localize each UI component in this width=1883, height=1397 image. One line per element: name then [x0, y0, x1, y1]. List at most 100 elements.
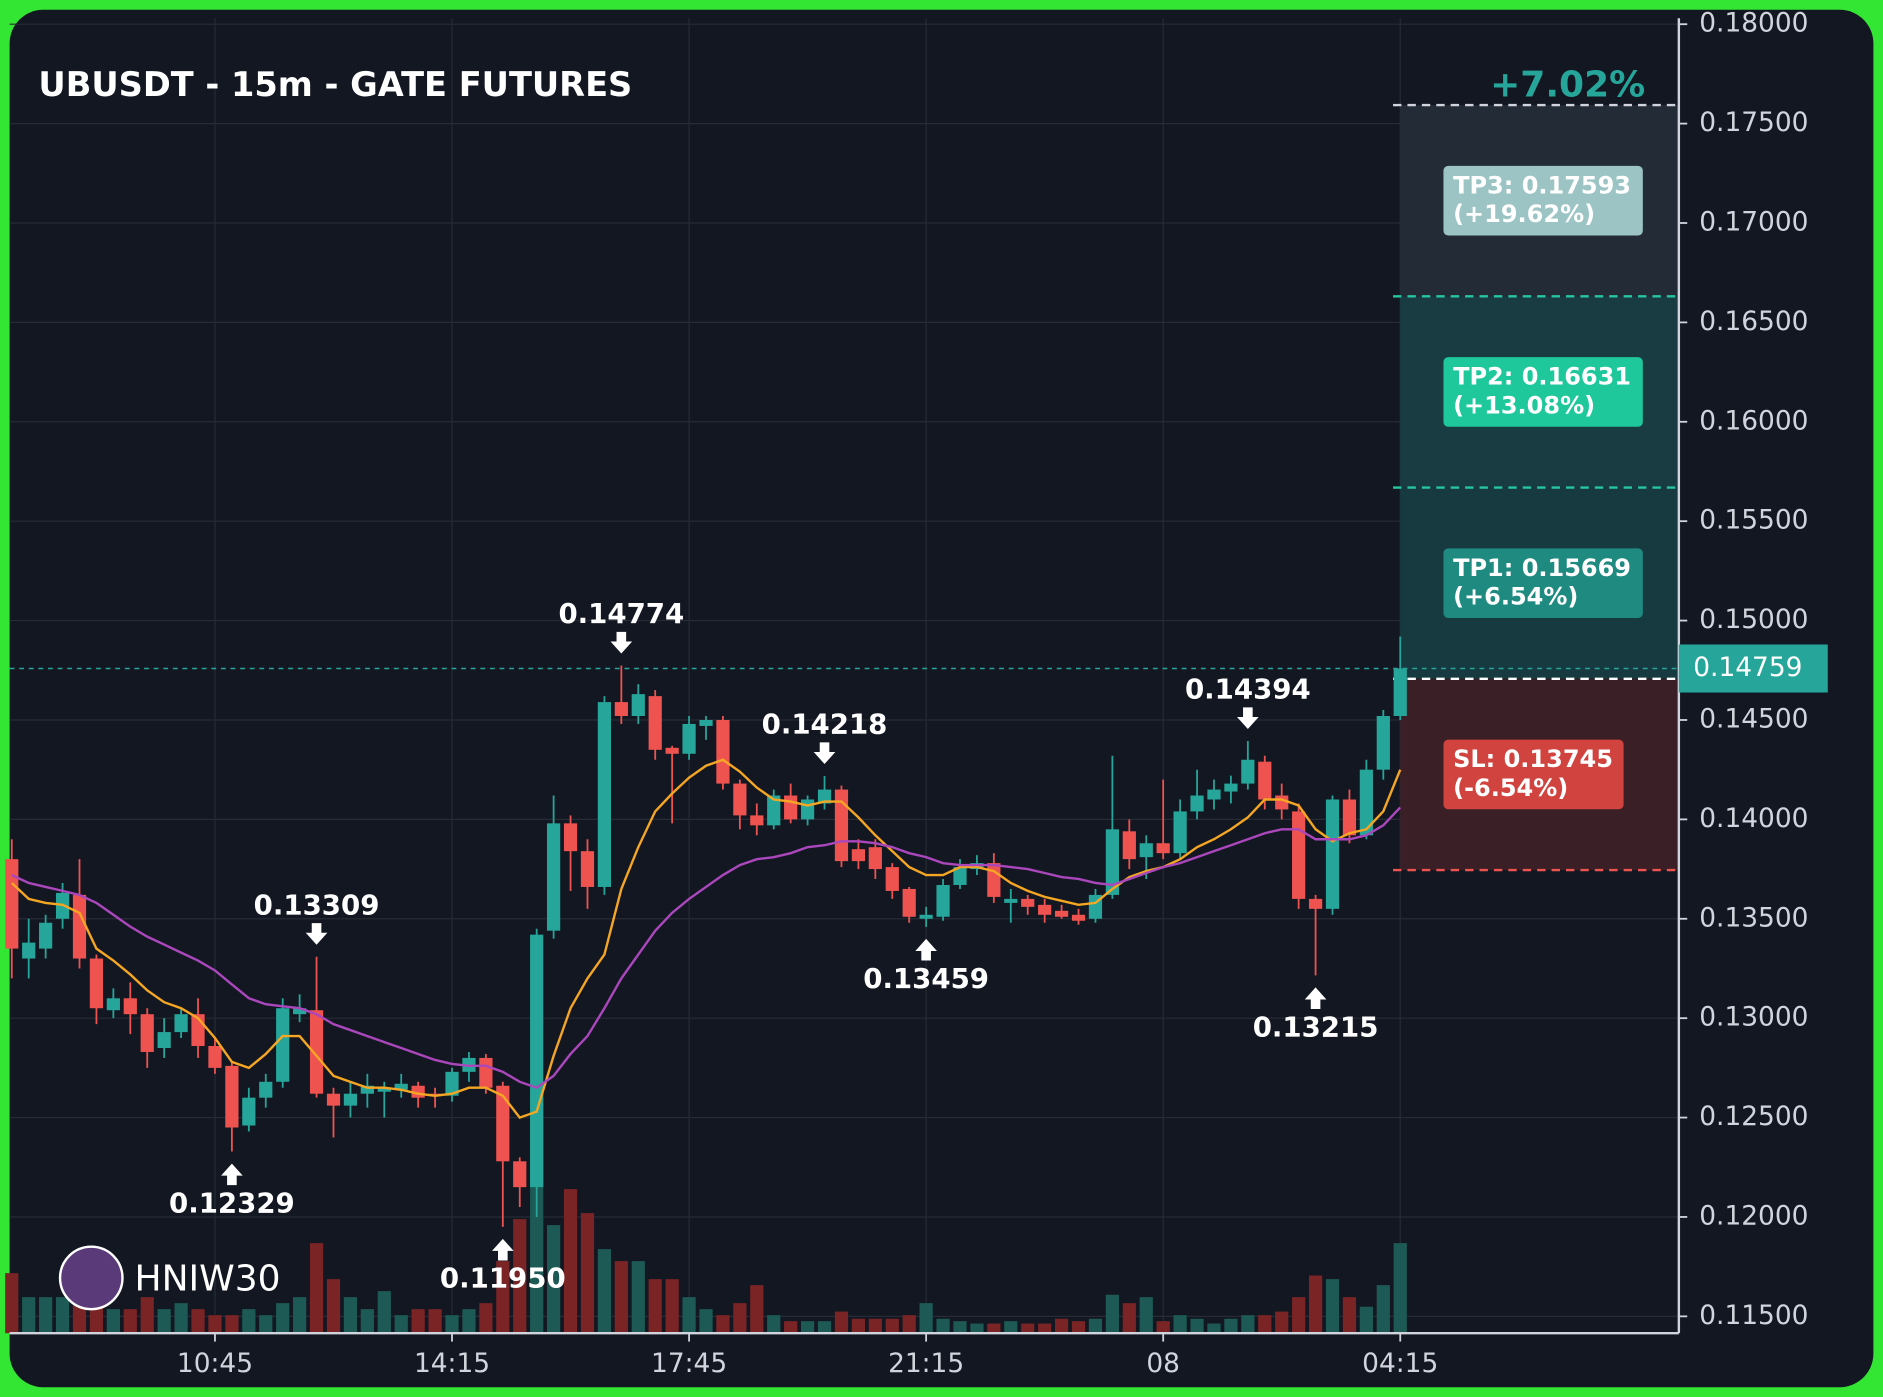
candle-body: [276, 1008, 290, 1082]
volume-bar: [276, 1303, 290, 1334]
price-annotation: 0.13309: [254, 888, 379, 945]
candle-body: [1224, 783, 1238, 792]
candle-body: [547, 823, 561, 931]
candle-body: [1376, 716, 1390, 770]
annotation-arrow: [221, 1163, 243, 1186]
y-tick-label: 0.16000: [1699, 405, 1808, 436]
volume-bar: [123, 1309, 137, 1334]
volume-bar: [614, 1261, 628, 1334]
annotation-label: 0.13215: [1253, 1010, 1379, 1043]
annotation-label: 0.14218: [762, 708, 888, 741]
target-change: (+6.54%): [1453, 583, 1578, 611]
candle-body: [394, 1083, 408, 1090]
candle-body: [293, 1008, 307, 1015]
volume-bar: [1004, 1321, 1018, 1334]
price-annotation: 0.14218: [762, 708, 888, 765]
candle-body: [902, 888, 916, 917]
volume-bar: [293, 1297, 307, 1334]
candle-body: [1139, 843, 1153, 858]
volume-bar: [225, 1315, 239, 1334]
candle-body: [750, 815, 764, 826]
volume-bar: [953, 1321, 967, 1334]
price-annotation: 0.13215: [1253, 987, 1379, 1043]
volume-bar: [445, 1315, 459, 1334]
volume-bar: [411, 1309, 425, 1334]
volume-bar: [343, 1297, 358, 1334]
candle-body: [648, 696, 662, 750]
volume-bar: [140, 1297, 154, 1334]
x-tick-label: 10:45: [177, 1348, 253, 1379]
candle-body: [1038, 904, 1052, 915]
annotation-arrow: [305, 923, 328, 945]
volume-bar: [157, 1309, 171, 1334]
candle-body: [885, 867, 899, 891]
annotation-arrow: [492, 1238, 514, 1261]
volume-bar: [868, 1318, 882, 1334]
candle-body: [1207, 789, 1221, 800]
candle-body: [360, 1085, 374, 1094]
volume-bar: [1088, 1318, 1103, 1334]
candle-body: [1156, 843, 1170, 854]
volume-bar: [597, 1249, 612, 1334]
candle-body: [631, 694, 645, 717]
y-tick-label: 0.13500: [1699, 902, 1808, 933]
target-label: TP1: 0.15669: [1453, 554, 1631, 582]
annotation-arrow: [1304, 987, 1327, 1010]
candle-body: [1393, 668, 1407, 717]
candle-body: [1004, 898, 1018, 903]
candle-body: [445, 1071, 459, 1096]
avatar: [58, 1245, 124, 1311]
candle-body: [733, 783, 747, 816]
target-box: [1443, 548, 1643, 619]
last-price-tag: [1678, 644, 1828, 693]
price-annotation: 0.12329: [169, 1163, 295, 1219]
annotation-label: 0.12329: [169, 1186, 295, 1219]
stop-change: (-6.54%): [1453, 774, 1568, 802]
annotation-arrow: [813, 742, 836, 765]
volume-bar: [1393, 1243, 1407, 1334]
y-tick-label: 0.17500: [1699, 107, 1808, 138]
price-annotation: 0.14394: [1185, 673, 1311, 730]
candle-body: [1021, 898, 1035, 907]
candle-body: [174, 1014, 188, 1033]
candle-body: [919, 914, 933, 919]
volume-bar: [800, 1321, 815, 1334]
watermark: HNIW30: [135, 1258, 281, 1299]
volume-bar: [767, 1315, 781, 1334]
volume-bar: [1054, 1318, 1069, 1334]
candle-body: [479, 1057, 493, 1088]
target-label: TP3: 0.17593: [1453, 171, 1631, 199]
volume-bar: [39, 1297, 53, 1334]
x-tick-label: 21:15: [888, 1348, 964, 1379]
volume-bar: [682, 1297, 696, 1334]
candle-body: [597, 702, 612, 887]
candle-body: [225, 1065, 239, 1128]
x-tick-label: 04:15: [1362, 1348, 1438, 1379]
price-annotation: 0.13459: [863, 938, 989, 995]
stop-box: [1443, 739, 1624, 810]
candle-body: [834, 789, 849, 862]
volume-bar: [1325, 1279, 1340, 1334]
candle-body: [140, 1014, 154, 1052]
y-tick-label: 0.17000: [1699, 206, 1808, 237]
volume-bar: [326, 1279, 341, 1334]
volume-bar: [580, 1213, 595, 1334]
price-annotation: 0.14774: [558, 597, 684, 654]
volume-bar: [885, 1318, 899, 1334]
candle-body: [987, 863, 1001, 897]
volume-bar: [631, 1261, 645, 1334]
volume-bar: [513, 1219, 527, 1334]
candle-body: [1258, 761, 1272, 800]
target-label: TP2: 0.16631: [1453, 363, 1631, 391]
volume-bar: [1308, 1275, 1323, 1334]
volume-bar: [1156, 1321, 1170, 1334]
candle-body: [259, 1081, 273, 1098]
candle-body: [563, 823, 578, 852]
volume-bar: [699, 1309, 713, 1334]
volume-bar: [496, 1261, 510, 1334]
candle-body: [817, 789, 832, 804]
target-change: (+13.08%): [1453, 391, 1595, 419]
volume-bar: [479, 1303, 493, 1334]
candle-body: [72, 894, 87, 959]
